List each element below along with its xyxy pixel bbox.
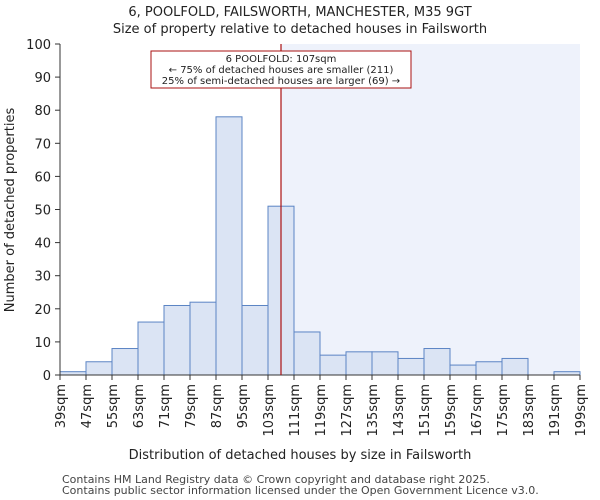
x-tick-label: 199sqm [574, 384, 589, 437]
bar [111, 348, 139, 376]
x-tick-label: 167sqm [470, 384, 485, 437]
x-tick-label: 87sqm [210, 384, 225, 428]
bar [449, 364, 477, 376]
plot-area: 0 10 20 30 40 50 60 70 80 90 100 39sqm 47sqm 55sqm 63s… [26, 38, 589, 437]
y-tick-label: 0 [43, 369, 51, 384]
y-tick-label: 50 [34, 204, 51, 219]
bar [215, 116, 243, 376]
bar [163, 304, 191, 376]
x-tick-label: 71sqm [158, 384, 173, 428]
chart-title: 6, POOLFOLD, FAILSWORTH, MANCHESTER, M35… [128, 5, 471, 20]
x-tick-label: 191sqm [548, 384, 563, 437]
x-tick-label: 103sqm [262, 384, 277, 437]
highlight-region [281, 44, 580, 375]
y-tick-label: 60 [34, 170, 51, 185]
bar [293, 331, 321, 376]
y-tick-label: 70 [34, 137, 51, 152]
y-tick-label: 100 [26, 38, 51, 53]
annotation-line-1: 6 POOLFOLD: 107sqm [226, 54, 337, 65]
x-tick-label: 55sqm [106, 384, 121, 428]
x-tick-label: 111sqm [288, 384, 303, 437]
y-tick-label: 20 [34, 303, 51, 318]
annotation-line-3: 25% of semi-detached houses are larger (… [162, 76, 400, 87]
bar [241, 304, 269, 376]
x-tick-label: 135sqm [366, 384, 381, 437]
x-tick-label: 183sqm [522, 384, 537, 437]
x-tick-label: 79sqm [184, 384, 199, 428]
x-axis-label: Distribution of detached houses by size … [129, 448, 472, 463]
bar [189, 301, 217, 376]
bar [345, 351, 373, 376]
x-tick-label: 63sqm [132, 384, 147, 428]
annotation-line-2: ← 75% of detached houses are smaller (21… [169, 65, 394, 76]
bar [319, 354, 347, 376]
x-tick-label: 175sqm [496, 384, 511, 437]
y-tick-label: 40 [34, 237, 51, 252]
annotation-box [150, 50, 412, 89]
bar [423, 348, 451, 376]
y-tick-label: 90 [34, 71, 51, 86]
y-tick-label: 30 [34, 270, 51, 285]
bar [371, 351, 399, 376]
x-tick-label: 143sqm [392, 384, 407, 437]
y-tick-label: 80 [34, 104, 51, 119]
chart-subtitle: Size of property relative to detached ho… [113, 22, 487, 37]
bar [501, 357, 529, 376]
footer-licence: Contains public sector information licen… [62, 484, 539, 497]
bar [85, 361, 113, 376]
bar [137, 321, 165, 376]
x-tick-label: 127sqm [340, 384, 355, 437]
bar [397, 357, 425, 376]
footer-copyright: Contains HM Land Registry data © Crown c… [62, 473, 490, 486]
x-tick-label: 151sqm [418, 384, 433, 437]
x-tick-label: 39sqm [54, 384, 69, 428]
x-tick-label: 159sqm [444, 384, 459, 437]
x-tick-label: 47sqm [80, 384, 95, 428]
y-tick-label: 10 [34, 336, 51, 351]
x-tick-label: 95sqm [236, 384, 251, 428]
bar [475, 361, 503, 376]
y-axis-label: Number of detached properties [3, 108, 18, 313]
x-tick-label: 119sqm [314, 384, 329, 437]
